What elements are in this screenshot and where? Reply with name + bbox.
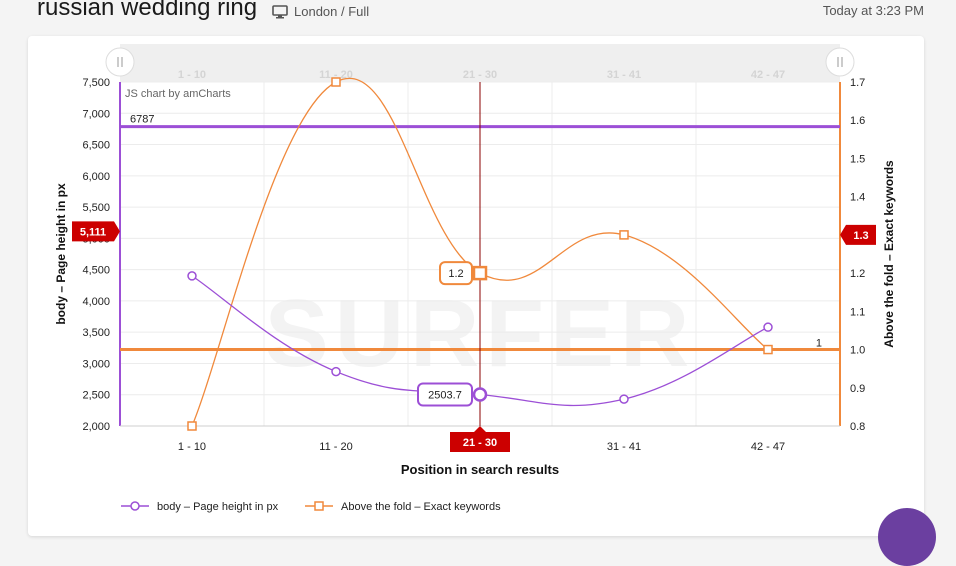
chat-fab[interactable] (878, 508, 936, 566)
cursor-category: 21 - 30 (450, 426, 510, 452)
scrollbar-label: 21 - 30 (463, 69, 497, 81)
chart-card: 1 - 10 11 - 20 21 - 30 31 - 41 42 - 47 SURFER… (28, 36, 924, 536)
right-tick-label: 1.0 (850, 345, 865, 357)
balloon-page-height: 2503.7 (417, 382, 473, 407)
balloon-text: 1.2 (448, 268, 463, 280)
x-tick-label: 31 - 41 (607, 441, 641, 453)
x-tick-label: 1 - 10 (178, 441, 206, 453)
legend-label: body – Page height in px (157, 501, 279, 513)
legend-marker (130, 501, 140, 511)
amcharts-credit: JS chart by amCharts (125, 88, 231, 100)
cursor-right-value: 1.3 (840, 224, 876, 245)
balloon-above-the-fold: 1.2 (439, 261, 473, 286)
scrollbar-label: 42 - 47 (751, 69, 785, 81)
balloon-box (439, 261, 473, 286)
x-tick-label: 11 - 20 (319, 441, 352, 453)
device-label: London / Full (294, 4, 370, 19)
legend-item-page-height[interactable]: body – Page height in px (121, 501, 279, 513)
cursor-tag (72, 221, 120, 242)
scrollbar-label: 11 - 20 (319, 69, 353, 81)
left-tick-label: 7,500 (82, 77, 110, 89)
left-tick-label: 6,500 (82, 140, 110, 152)
cursor-tag (840, 224, 876, 245)
right-tick-label: 1.4 (850, 192, 865, 204)
cursor-tag (450, 426, 510, 452)
right-tick-label: 1.1 (850, 306, 865, 318)
legend-marker (314, 501, 324, 511)
data-point-above-the-fold[interactable] (763, 344, 773, 355)
data-point-page-height[interactable] (763, 322, 773, 332)
left-axis-title: body – Page height in px (54, 183, 68, 325)
right-tick-label: 1.6 (850, 115, 865, 127)
scrollbar-label: 1 - 10 (178, 69, 206, 81)
right-tick-label: 1.2 (850, 268, 865, 280)
device-location[interactable]: London / Full (272, 4, 369, 19)
left-tick-label: 7,000 (82, 108, 110, 120)
data-point-page-height[interactable] (187, 271, 197, 281)
left-tick-label: 4,000 (82, 296, 110, 308)
balloon-box (417, 382, 473, 407)
guide-label: 6787 (130, 114, 154, 126)
scrollbar[interactable] (120, 44, 840, 82)
scrollbar-label: 31 - 41 (607, 69, 641, 81)
left-tick-label: 2,000 (82, 421, 110, 433)
data-point-above-the-fold[interactable] (472, 265, 488, 281)
data-point-page-height[interactable] (619, 394, 629, 404)
right-tick-label: 1.5 (850, 153, 865, 165)
right-tick-label: 0.9 (850, 383, 865, 395)
balloon-text: 2503.7 (428, 389, 462, 401)
page-title: russian wedding ring (37, 0, 258, 21)
data-point-above-the-fold[interactable] (187, 421, 197, 431)
left-tick-label: 2,500 (82, 390, 110, 402)
chart: 1 - 10 11 - 20 21 - 30 31 - 41 42 - 47SURFER… (54, 44, 896, 513)
x-tick-label: 42 - 47 (751, 441, 785, 453)
cursor-tag-text: 1.3 (853, 230, 868, 242)
left-tick-label: 6,000 (82, 171, 110, 183)
series-line-above-the-fold (191, 78, 769, 427)
timestamp: Today at 3:23 PM (822, 3, 924, 18)
data-point-above-the-fold[interactable] (619, 230, 629, 240)
cursor-tag-text: 5,111 (80, 226, 106, 238)
data-point-page-height[interactable] (472, 387, 488, 402)
scrollbar-handle[interactable] (825, 47, 855, 77)
legend-item-above-the-fold[interactable]: Above the fold – Exact keywords (305, 501, 501, 513)
scrollbar-handle[interactable] (105, 47, 135, 77)
monitor-icon (272, 4, 288, 18)
left-tick-label: 5,500 (82, 202, 110, 214)
guide-label: 1 (816, 338, 822, 350)
right-tick-label: 0.8 (850, 421, 865, 433)
right-tick-label: 1.7 (850, 77, 865, 89)
x-axis-title: Position in search results (401, 462, 559, 477)
left-tick-label: 3,500 (82, 327, 110, 339)
left-tick-label: 4,500 (82, 265, 110, 277)
cursor-left-value: 5,111 (72, 221, 120, 242)
cursor-tag-text: 21 - 30 (463, 437, 497, 449)
legend-label: Above the fold – Exact keywords (341, 501, 501, 513)
data-point-page-height[interactable] (331, 366, 341, 377)
right-axis-title: Above the fold – Exact keywords (882, 160, 896, 348)
data-point-above-the-fold[interactable] (331, 77, 341, 87)
left-tick-label: 3,000 (82, 358, 110, 370)
